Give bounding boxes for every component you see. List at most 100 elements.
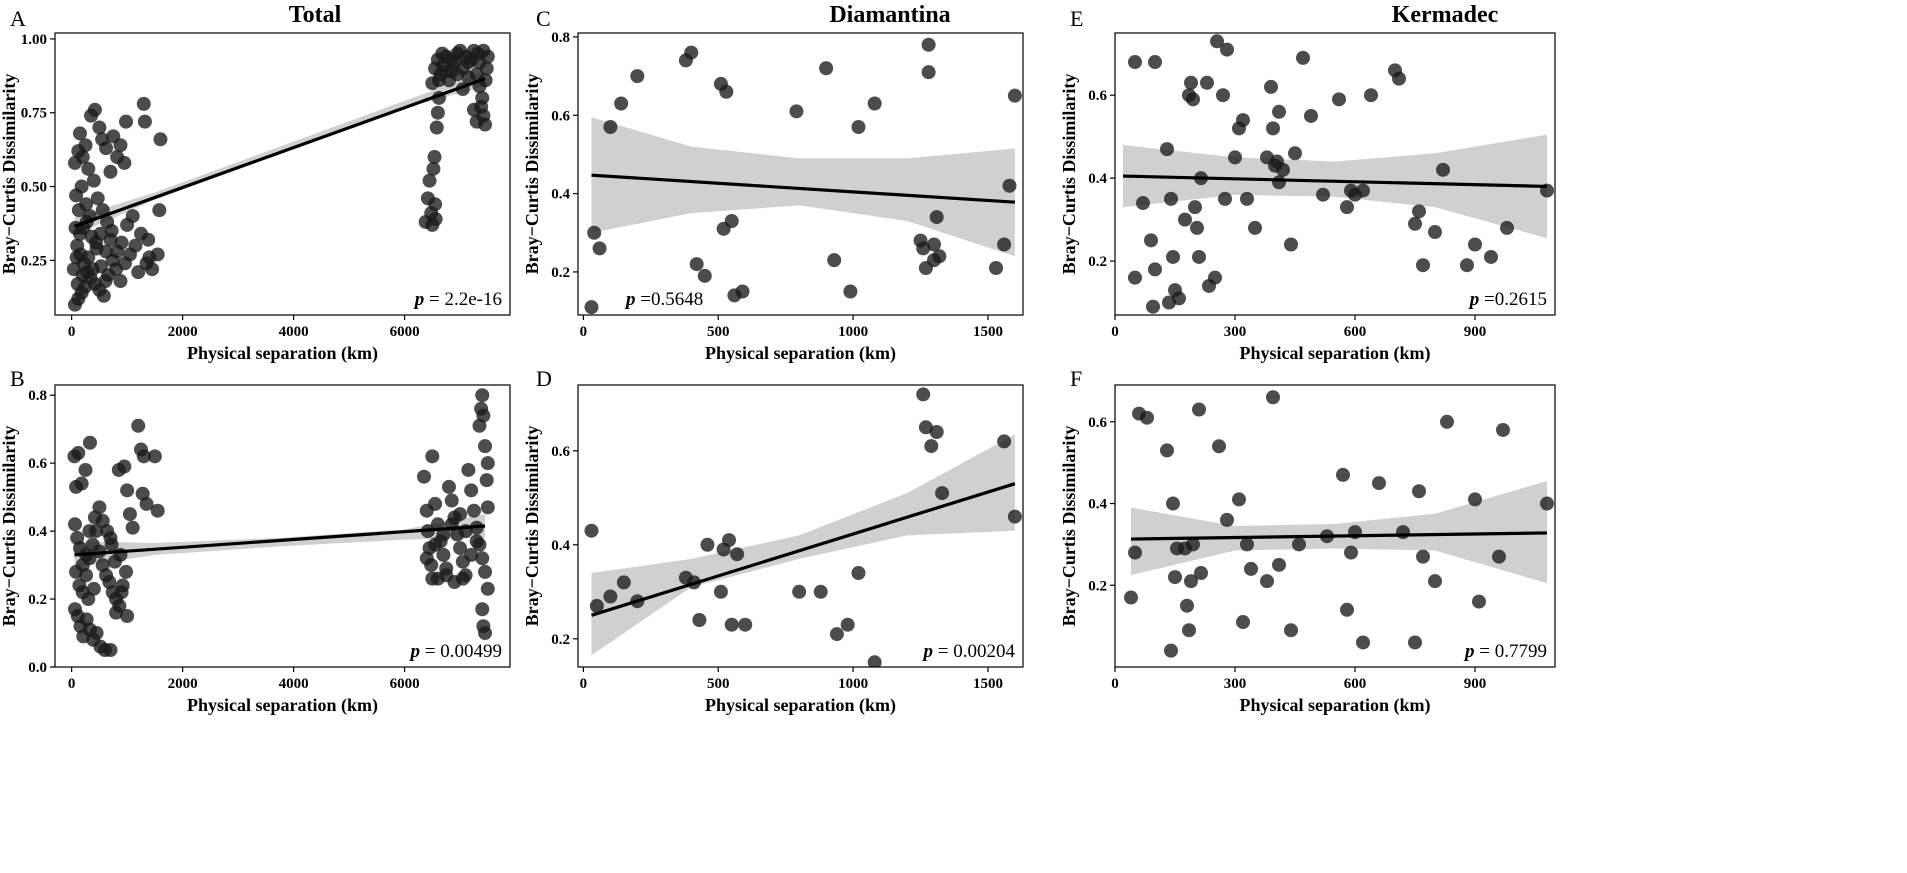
data-point [592,241,607,256]
data-point [584,300,599,315]
data-point [480,456,495,471]
data-point [478,564,493,579]
panel-letter: D [536,366,552,391]
data-point [1184,574,1198,589]
data-point [455,571,470,586]
data-point [81,250,96,265]
x-tick-label: 2000 [168,324,198,340]
data-point [1236,113,1250,128]
data-point [792,584,807,599]
data-point [131,265,146,280]
data-point [867,96,882,111]
data-point [1160,142,1174,157]
data-point [1336,467,1350,482]
regression-line [1130,531,1548,541]
y-axis-label: Bray−Curtis Dissimilarity [0,426,19,627]
data-point [86,173,101,188]
p-symbol: p [922,641,934,662]
plot-layer [584,37,1022,315]
data-point [78,138,93,153]
data-point [1460,258,1474,273]
data-point [1192,402,1206,417]
p-symbol: p [413,289,425,310]
y-axis-label: Bray−Curtis Dissimilarity [1059,426,1079,627]
data-point [1340,602,1354,617]
data-point [829,627,844,642]
x-tick-label: 0 [68,324,76,340]
data-point [1128,270,1142,285]
data-point [429,120,444,135]
data-point [935,486,950,501]
data-point [120,609,135,624]
x-tick-label: 300 [1224,676,1247,692]
data-point [1468,492,1482,507]
y-axis-label: Bray−Curtis Dissimilarity [522,74,542,275]
data-point [1178,212,1192,227]
data-point [461,55,476,70]
data-point [997,237,1012,252]
data-point [89,235,104,250]
data-point [735,284,750,299]
data-point [867,655,882,667]
data-point [426,161,441,176]
panel-letter: F [1070,366,1082,391]
data-point [616,575,631,590]
data-point [1228,150,1242,165]
data-point [478,73,493,88]
data-point [1288,146,1302,161]
data-point [475,602,490,617]
data-point [989,261,1004,275]
p-value-annotation: p =0.5648 [624,289,703,310]
x-tick-label: 1500 [973,676,1003,692]
data-point [1272,175,1286,190]
data-point [1272,557,1286,572]
p-value: =0.2615 [1479,289,1547,310]
data-point [114,585,129,600]
data-point [1356,635,1370,650]
data-point [840,617,855,632]
y-tick-label: 0.4 [1088,171,1107,187]
data-point [106,129,121,144]
column-title-total: Total [289,2,342,28]
data-point [427,150,442,165]
panel-d: D 0 500 1000 1500 0.2 0.4 0.6 Physical separatio… [522,366,1024,716]
data-point [92,544,107,559]
confidence-band [591,117,1015,257]
data-point [1007,88,1022,103]
data-point [589,598,604,613]
data-point [87,102,102,117]
data-point [81,592,96,607]
x-tick-label: 2000 [168,676,198,692]
y-tick-label: 0.2 [28,592,47,608]
data-point [136,449,151,464]
x-axis-label: Physical separation (km) [187,695,378,716]
data-point [1212,439,1226,454]
p-symbol: p [1463,641,1475,662]
data-point [466,102,481,117]
regression-line [591,173,1016,204]
data-point [1184,75,1198,90]
data-point [419,551,434,566]
data-point [137,114,152,129]
x-tick-label: 1000 [838,676,868,692]
plot-frame [577,32,1024,316]
data-point [1007,509,1022,524]
data-point [1144,233,1158,248]
data-point [1220,42,1234,57]
data-point [466,503,481,518]
plot-layer [66,43,495,312]
data-point [431,73,446,88]
data-point [150,503,165,518]
x-axis-label: Physical separation (km) [705,695,896,716]
data-point [125,209,140,224]
y-tick-label: 0.2 [551,632,570,648]
data-point [71,203,86,218]
data-point [1186,537,1200,552]
plot-frame [54,32,511,316]
y-tick-label: 0.75 [21,106,47,122]
data-point [1260,574,1274,589]
data-point [1166,249,1180,264]
data-point [1500,220,1514,235]
p-value: = 0.00499 [420,641,502,662]
